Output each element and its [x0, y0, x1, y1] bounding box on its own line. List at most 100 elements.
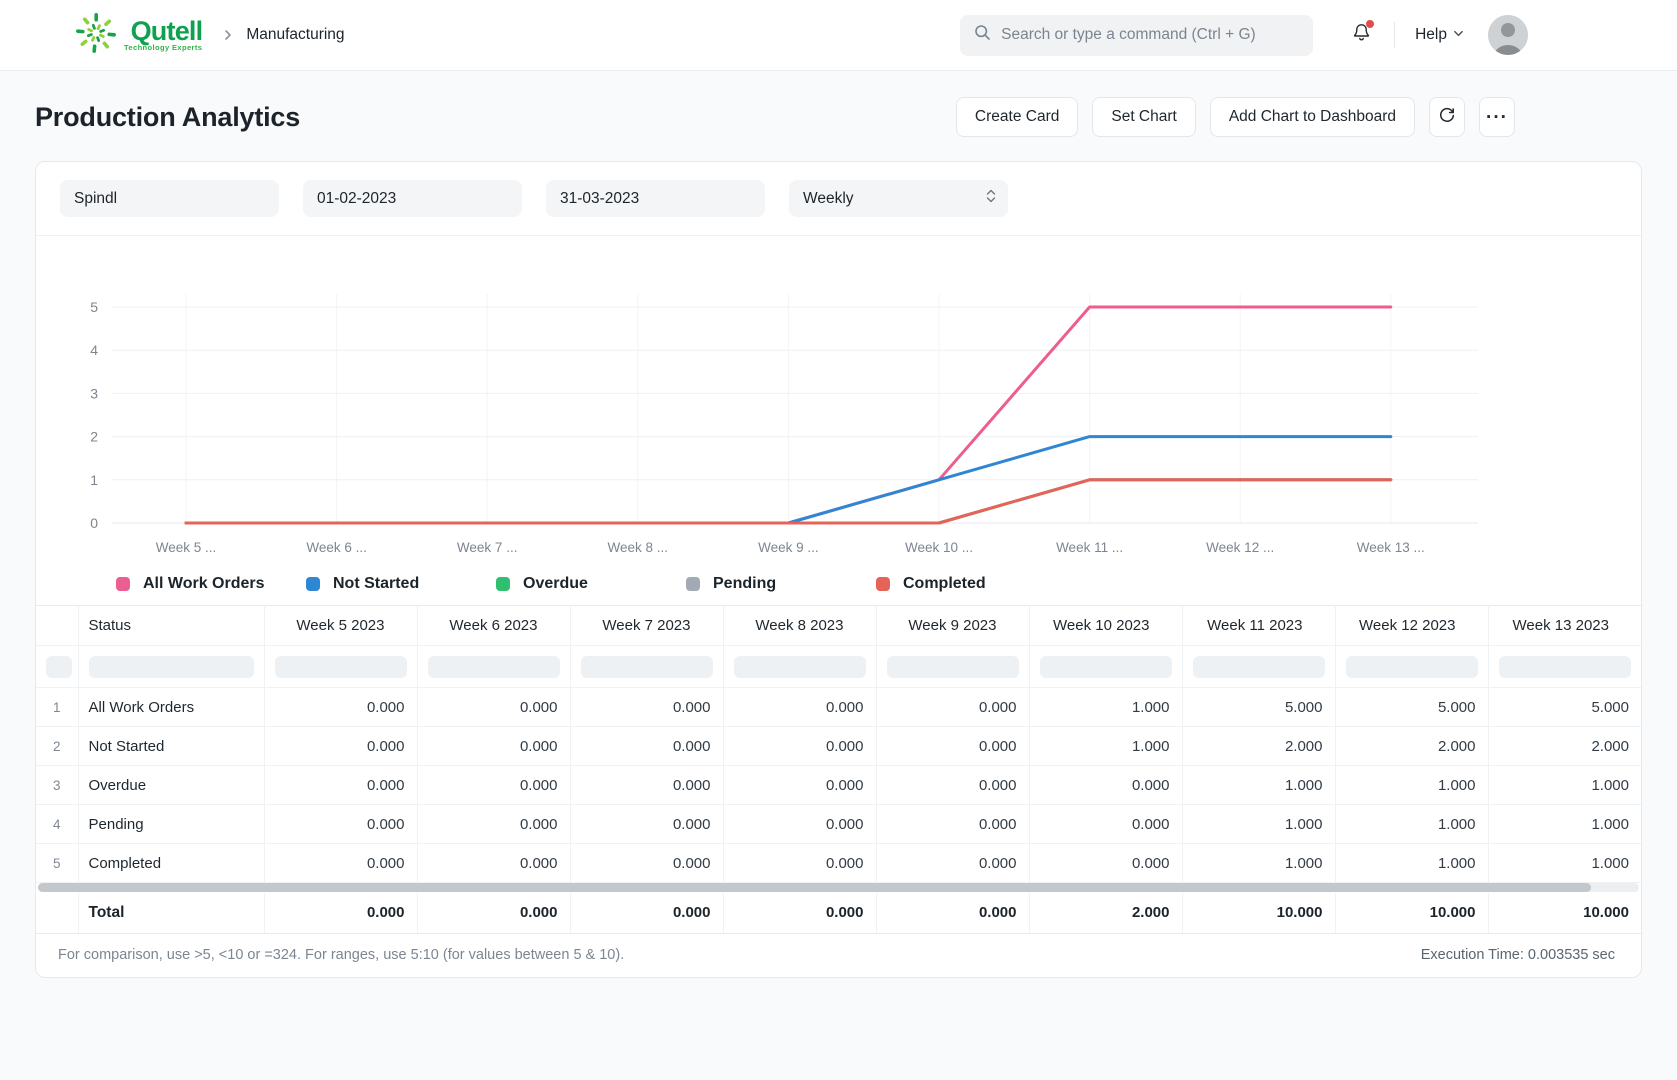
value-cell[interactable]: 0.000: [264, 844, 417, 883]
ellipsis-icon: ···: [1486, 108, 1508, 127]
column-filter-input[interactable]: [89, 656, 254, 678]
column-filter-input[interactable]: [734, 656, 866, 678]
value-cell[interactable]: 2.000: [1488, 727, 1641, 766]
header-week[interactable]: Week 8 2023: [723, 606, 876, 646]
column-filter-input[interactable]: [581, 656, 713, 678]
value-cell[interactable]: 0.000: [876, 766, 1029, 805]
value-cell[interactable]: 0.000: [570, 805, 723, 844]
create-card-button[interactable]: Create Card: [956, 97, 1078, 137]
value-cell[interactable]: 1.000: [1029, 727, 1182, 766]
value-cell[interactable]: 0.000: [723, 688, 876, 727]
value-cell[interactable]: 0.000: [570, 844, 723, 883]
column-filter-input[interactable]: [1193, 656, 1325, 678]
value-cell[interactable]: 0.000: [1029, 766, 1182, 805]
value-cell[interactable]: 0.000: [876, 688, 1029, 727]
value-cell[interactable]: 1.000: [1488, 805, 1641, 844]
value-cell[interactable]: 0.000: [723, 844, 876, 883]
value-cell[interactable]: 1.000: [1335, 844, 1488, 883]
column-filter-input[interactable]: [1499, 656, 1632, 678]
status-cell[interactable]: Not Started: [78, 727, 264, 766]
status-cell[interactable]: Completed: [78, 844, 264, 883]
value-cell[interactable]: 0.000: [570, 766, 723, 805]
value-cell[interactable]: 1.000: [1182, 805, 1335, 844]
x-axis-tick: Week 5 ...: [156, 540, 217, 555]
frequency-select[interactable]: Weekly: [789, 180, 1008, 217]
status-cell[interactable]: Pending: [78, 805, 264, 844]
status-cell[interactable]: Overdue: [78, 766, 264, 805]
value-cell[interactable]: 0.000: [876, 805, 1029, 844]
user-avatar[interactable]: [1488, 15, 1528, 55]
notification-dot: [1366, 20, 1374, 28]
value-cell[interactable]: 0.000: [876, 844, 1029, 883]
legend-label: Overdue: [523, 575, 588, 593]
column-filter-input[interactable]: [1346, 656, 1478, 678]
value-cell[interactable]: 2.000: [1335, 727, 1488, 766]
value-cell[interactable]: 0.000: [1029, 844, 1182, 883]
value-cell[interactable]: 0.000: [570, 688, 723, 727]
total-value-cell: 10.000: [1182, 893, 1335, 933]
header-week[interactable]: Week 13 2023: [1488, 606, 1641, 646]
value-cell[interactable]: 1.000: [1335, 805, 1488, 844]
header-week[interactable]: Week 7 2023: [570, 606, 723, 646]
help-menu[interactable]: Help: [1415, 26, 1464, 44]
value-cell[interactable]: 1.000: [1182, 766, 1335, 805]
value-cell[interactable]: 0.000: [417, 766, 570, 805]
y-axis-tick: 5: [90, 299, 98, 315]
column-filter-input[interactable]: [46, 656, 72, 678]
header-week[interactable]: Week 10 2023: [1029, 606, 1182, 646]
value-cell[interactable]: 0.000: [570, 727, 723, 766]
value-cell[interactable]: 1.000: [1335, 766, 1488, 805]
value-cell[interactable]: 0.000: [1029, 805, 1182, 844]
header-status[interactable]: Status: [78, 606, 264, 646]
header-week[interactable]: Week 12 2023: [1335, 606, 1488, 646]
row-number: 4: [36, 805, 78, 844]
search-input[interactable]: [1001, 26, 1299, 44]
header-week[interactable]: Week 6 2023: [417, 606, 570, 646]
value-cell[interactable]: 1.000: [1182, 844, 1335, 883]
value-cell[interactable]: 5.000: [1335, 688, 1488, 727]
value-cell[interactable]: 5.000: [1182, 688, 1335, 727]
value-cell[interactable]: 0.000: [417, 727, 570, 766]
breadcrumb-manufacturing[interactable]: Manufacturing: [246, 26, 344, 44]
column-filter-input[interactable]: [428, 656, 560, 678]
x-axis-tick: Week 11 ...: [1056, 540, 1123, 555]
refresh-button[interactable]: [1429, 97, 1465, 137]
value-cell[interactable]: 0.000: [264, 688, 417, 727]
horizontal-scrollbar-track[interactable]: [38, 883, 1639, 892]
logo-wordmark: Qutell: [131, 18, 203, 44]
more-options-button[interactable]: ···: [1479, 97, 1515, 137]
set-chart-button[interactable]: Set Chart: [1092, 97, 1195, 137]
chevron-right-icon: [222, 29, 234, 41]
column-filter-input[interactable]: [1040, 656, 1172, 678]
horizontal-scrollbar-thumb[interactable]: [38, 883, 1591, 892]
value-cell[interactable]: 1.000: [1029, 688, 1182, 727]
value-cell[interactable]: 0.000: [876, 727, 1029, 766]
value-cell[interactable]: 1.000: [1488, 766, 1641, 805]
to-date-input[interactable]: [546, 180, 765, 217]
value-cell[interactable]: 0.000: [723, 805, 876, 844]
value-cell[interactable]: 0.000: [417, 844, 570, 883]
value-cell[interactable]: 0.000: [723, 727, 876, 766]
value-cell[interactable]: 0.000: [417, 688, 570, 727]
value-cell[interactable]: 0.000: [723, 766, 876, 805]
qutell-logo[interactable]: Qutell Technology Experts: [74, 11, 202, 60]
header-week[interactable]: Week 9 2023: [876, 606, 1029, 646]
item-filter-input[interactable]: [60, 180, 279, 217]
value-cell[interactable]: 2.000: [1182, 727, 1335, 766]
from-date-input[interactable]: [303, 180, 522, 217]
column-filter-input[interactable]: [887, 656, 1019, 678]
status-cell[interactable]: All Work Orders: [78, 688, 264, 727]
global-search[interactable]: [960, 15, 1313, 56]
notifications-button[interactable]: [1351, 22, 1372, 48]
datatable: StatusWeek 5 2023Week 6 2023Week 7 2023W…: [36, 605, 1641, 933]
value-cell[interactable]: 0.000: [417, 805, 570, 844]
value-cell[interactable]: 0.000: [264, 766, 417, 805]
value-cell[interactable]: 0.000: [264, 805, 417, 844]
value-cell[interactable]: 1.000: [1488, 844, 1641, 883]
add-chart-to-dashboard-button[interactable]: Add Chart to Dashboard: [1210, 97, 1415, 137]
header-week[interactable]: Week 5 2023: [264, 606, 417, 646]
header-week[interactable]: Week 11 2023: [1182, 606, 1335, 646]
value-cell[interactable]: 0.000: [264, 727, 417, 766]
value-cell[interactable]: 5.000: [1488, 688, 1641, 727]
column-filter-input[interactable]: [275, 656, 407, 678]
